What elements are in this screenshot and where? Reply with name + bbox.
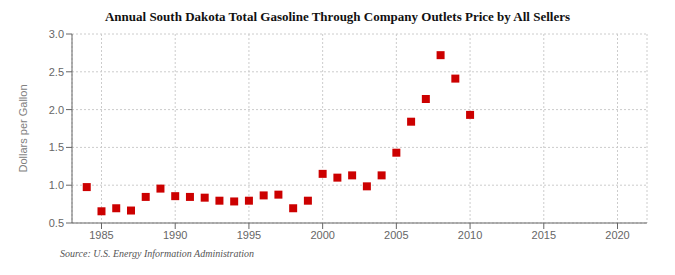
html-text:Annual South Dakota Total Gaso: Annual South Dakota Total Gasoline Throu…	[105, 9, 570, 24]
svg-text:1.5: 1.5	[49, 141, 64, 153]
svg-text:2020: 2020	[605, 229, 629, 241]
html-text:Source: U.S. Energy Informatio: Source: U.S. Energy Information Administ…	[60, 248, 255, 259]
svg-text:3.0: 3.0	[49, 28, 64, 40]
svg-text:1995: 1995	[237, 229, 261, 241]
svg-text:2005: 2005	[384, 229, 408, 241]
svg-text:2.0: 2.0	[49, 104, 64, 116]
svg-text:0.5: 0.5	[49, 217, 64, 229]
svg-text:2015: 2015	[532, 229, 556, 241]
svg-text:1.0: 1.0	[49, 179, 64, 191]
svg-text:1985: 1985	[89, 229, 113, 241]
svg-text:Dollars per Gallon: Dollars per Gallon	[17, 84, 29, 172]
svg-text:1990: 1990	[163, 229, 187, 241]
svg-text:2.5: 2.5	[49, 66, 64, 78]
svg-text:2010: 2010	[458, 229, 482, 241]
svg-text:2000: 2000	[310, 229, 334, 241]
